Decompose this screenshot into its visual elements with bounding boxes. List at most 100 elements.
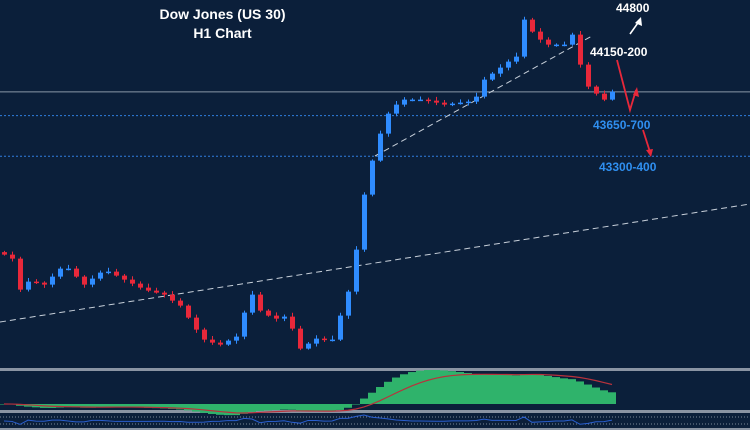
candle-body	[506, 61, 511, 68]
macd-histogram-bar	[104, 404, 112, 408]
macd-histogram-bar	[496, 374, 504, 404]
candle-body	[298, 328, 303, 349]
macd-histogram-bar	[312, 404, 320, 412]
candle-body	[218, 342, 223, 345]
macd-histogram-bar	[536, 374, 544, 404]
candle-body	[338, 315, 343, 340]
down-arrow-icon	[642, 129, 651, 153]
macd-signal-line	[3, 373, 613, 414]
macd-histogram-bar	[360, 398, 368, 404]
macd-histogram-bar	[576, 381, 584, 404]
macd-histogram-bar	[520, 374, 528, 404]
macd-histogram-bar	[120, 404, 128, 407]
macd-histogram-bar	[216, 404, 224, 415]
macd-histogram-bar	[408, 372, 416, 404]
candle-body	[602, 93, 607, 100]
arrowhead-icon	[635, 17, 642, 26]
macd-histogram-bar	[192, 404, 200, 412]
macd-histogram-bar	[336, 404, 344, 410]
chart-subtitle: H1 Chart	[193, 25, 252, 41]
candle-body	[482, 79, 487, 97]
candle-body	[2, 252, 7, 255]
macd-histogram-bar	[232, 404, 240, 416]
candle-body	[98, 272, 103, 279]
candle-body	[394, 104, 399, 114]
macd-histogram-bar	[296, 404, 304, 411]
candle-body	[34, 281, 39, 284]
candle-body	[58, 268, 63, 277]
macd-histogram-bar	[544, 375, 552, 404]
candle-body	[170, 294, 175, 301]
macd-histogram-bar	[80, 404, 88, 408]
candle-body	[586, 64, 591, 87]
candle-body	[538, 31, 543, 40]
candle-body	[346, 291, 351, 316]
macd-histogram-bar	[272, 404, 280, 411]
macd-histogram-bar	[224, 404, 232, 416]
candle-body	[138, 283, 143, 288]
candle-body	[306, 343, 311, 349]
macd-histogram-bar	[352, 404, 360, 405]
candle-body	[242, 312, 247, 337]
candle-body	[186, 305, 191, 318]
macd-histogram-bar	[152, 404, 160, 409]
oscillator-line	[3, 414, 613, 425]
candle-body	[10, 254, 15, 259]
macd-histogram-bar	[208, 404, 216, 414]
candle-body	[322, 338, 327, 341]
pane-separator	[0, 410, 750, 413]
candle-body	[570, 34, 575, 45]
macd-histogram-bar	[368, 392, 376, 404]
macd-histogram-bar	[416, 370, 424, 404]
macd-histogram-bar	[592, 387, 600, 404]
macd-histogram-bar	[328, 404, 336, 412]
candle-body	[362, 194, 367, 250]
candle-body	[386, 113, 391, 134]
candle-body	[498, 67, 503, 74]
macd-histogram-bar	[456, 372, 464, 404]
macd-histogram-bar	[344, 404, 352, 408]
macd-histogram-bar	[200, 404, 208, 413]
macd-histogram-bar	[448, 371, 456, 404]
candle-body	[114, 271, 119, 276]
candle-body	[290, 316, 295, 329]
macd-histogram-bar	[568, 379, 576, 404]
candle-body	[194, 317, 199, 330]
macd-histogram-bar	[376, 387, 384, 404]
candle-body	[410, 99, 415, 102]
candle-body	[418, 99, 423, 102]
macd-histogram-bar	[608, 392, 616, 404]
resistance-label: 44150-200	[590, 45, 648, 59]
support-label-2: 43300-400	[599, 160, 657, 174]
candle-body	[594, 86, 599, 94]
candle-body	[514, 56, 519, 62]
candle-body	[442, 102, 447, 105]
arrowhead-icon	[646, 149, 653, 157]
candle-body	[610, 91, 615, 100]
long-trendline	[0, 203, 750, 323]
macd-histogram-bar	[384, 381, 392, 404]
macd-histogram-bar	[488, 374, 496, 404]
arrowhead-icon	[633, 87, 639, 97]
macd-histogram-bar	[240, 404, 248, 414]
candle-body	[146, 287, 151, 291]
candle-body	[490, 73, 495, 80]
candle-body	[522, 19, 527, 57]
candle-body	[50, 276, 55, 285]
candle-body	[370, 160, 375, 195]
macd-histogram-bar	[96, 404, 104, 408]
candle-body	[562, 44, 567, 47]
chart-title: Dow Jones (US 30)	[159, 6, 286, 22]
macd-histogram-bar	[144, 404, 152, 408]
target-label-44800: 44800	[616, 1, 650, 15]
support-label-1: 43650-700	[593, 118, 651, 132]
macd-histogram-bar	[56, 404, 64, 408]
candle-body	[122, 275, 127, 280]
candle-body	[90, 278, 95, 285]
candle-body	[314, 338, 319, 344]
candle-body	[554, 44, 559, 47]
candle-body	[546, 39, 551, 45]
macd-histogram-bar	[504, 374, 512, 404]
